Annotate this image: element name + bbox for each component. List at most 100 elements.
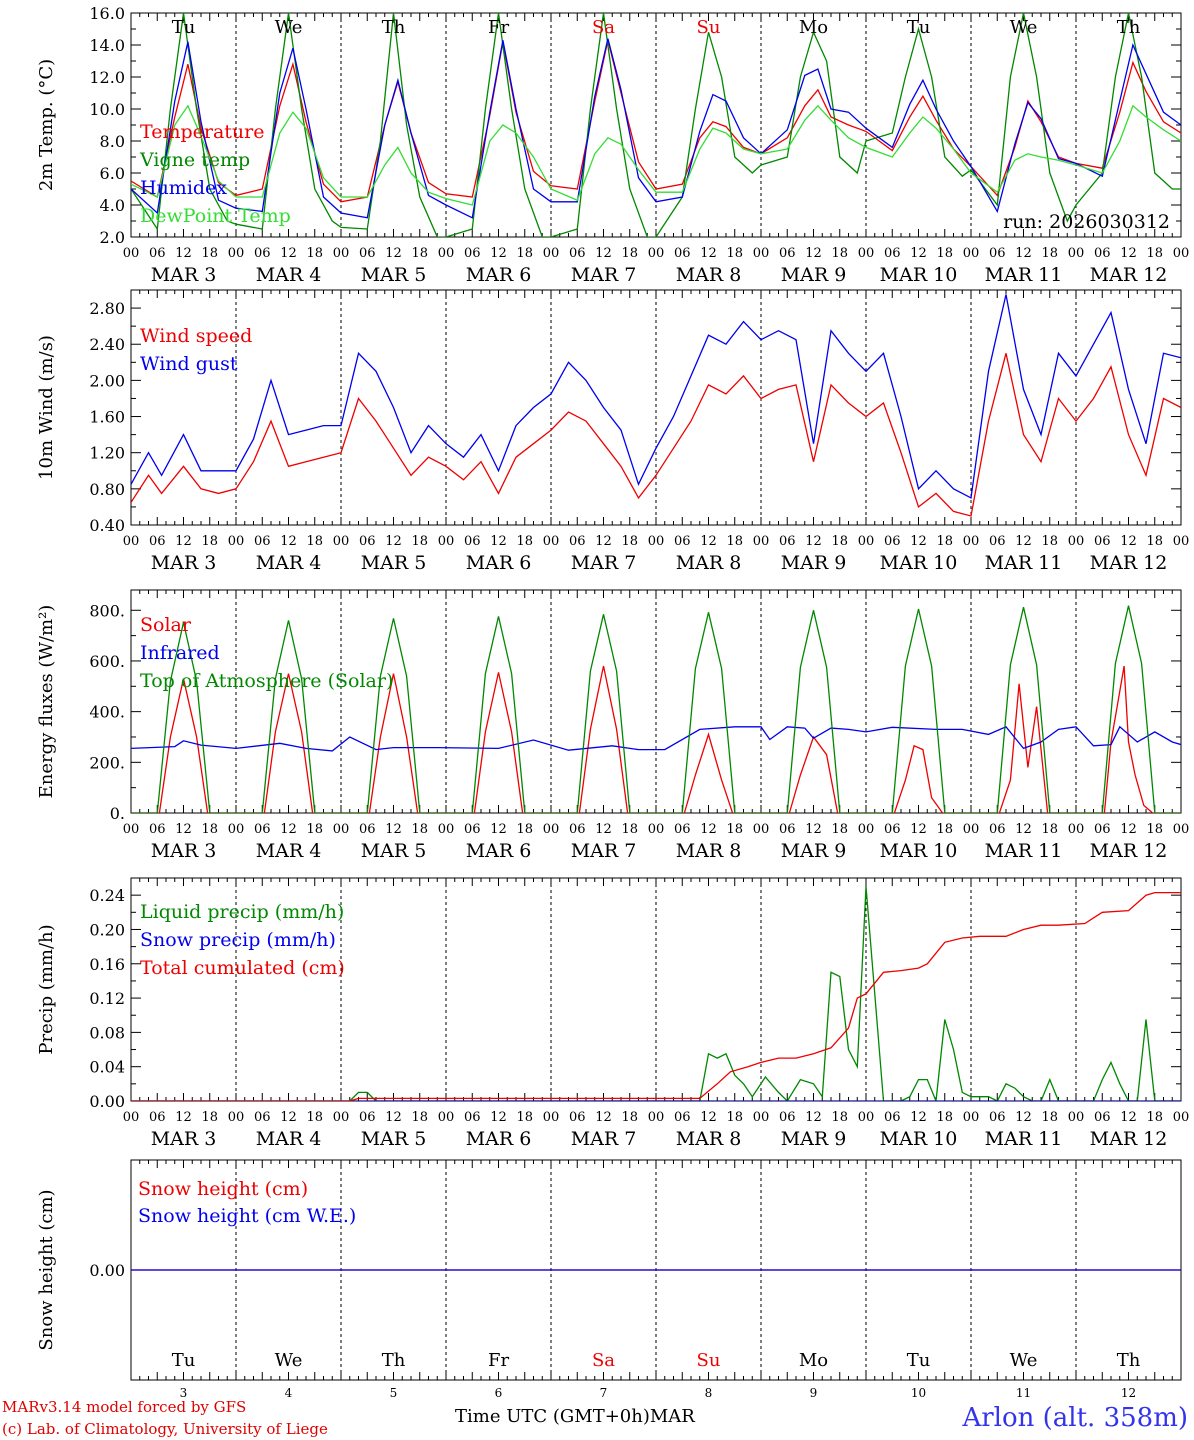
day-abbr: Fr <box>488 1350 509 1371</box>
y-tick-label: 1.20 <box>89 444 125 463</box>
hour-label: 12 <box>175 246 192 261</box>
hour-label: 18 <box>726 1110 743 1125</box>
day-abbr: We <box>275 1350 303 1371</box>
hour-label: 00 <box>438 534 455 549</box>
hour-label: 18 <box>516 1110 533 1125</box>
y-tick-label: 0.00 <box>89 1261 125 1280</box>
hour-label: 12 <box>385 822 402 837</box>
day-number: 7 <box>600 1386 608 1400</box>
date-label: MAR 4 <box>256 1128 322 1150</box>
panel-frame <box>130 12 1182 238</box>
date-label: MAR 3 <box>151 1128 217 1150</box>
y-axis-title: Energy fluxes (W/m²) <box>36 605 57 799</box>
hour-label: 12 <box>490 246 507 261</box>
date-label: MAR 9 <box>781 552 847 574</box>
date-label: MAR 9 <box>781 264 847 286</box>
hour-label: 06 <box>149 534 166 549</box>
hour-label: 12 <box>175 1110 192 1125</box>
hour-label: 12 <box>490 822 507 837</box>
hour-label: 06 <box>989 1110 1006 1125</box>
hour-label: 00 <box>648 246 665 261</box>
hour-label: 06 <box>254 822 271 837</box>
day-number: 3 <box>180 1386 188 1400</box>
day-abbr: Sa <box>592 1350 615 1371</box>
hour-label: 00 <box>858 1110 875 1125</box>
date-label: MAR 8 <box>676 1128 742 1150</box>
hour-label: 18 <box>1146 822 1163 837</box>
hour-label: 18 <box>1041 822 1058 837</box>
hour-label: 12 <box>280 822 297 837</box>
hour-label: 06 <box>149 822 166 837</box>
series-line-infrared <box>131 725 1181 752</box>
hour-label: 06 <box>359 534 376 549</box>
y-tick-label: 0.16 <box>89 955 125 974</box>
day-abbr: Mo <box>799 17 828 38</box>
hour-label: 12 <box>280 246 297 261</box>
hour-label: 00 <box>1068 1110 1085 1125</box>
hour-label: 06 <box>149 1110 166 1125</box>
date-label: MAR 4 <box>256 264 322 286</box>
hour-label: 00 <box>1068 822 1085 837</box>
hour-label: 18 <box>1146 246 1163 261</box>
date-label: MAR 10 <box>880 840 958 862</box>
hour-label: 12 <box>1015 534 1032 549</box>
day-abbr: Su <box>697 1350 721 1371</box>
y-tick-label: 14.0 <box>89 36 125 55</box>
hour-label: 00 <box>963 822 980 837</box>
day-number: 9 <box>810 1386 818 1400</box>
y-axis-title: Snow height (cm) <box>36 1189 57 1350</box>
hour-label: 06 <box>674 246 691 261</box>
y-tick-label: 2.00 <box>89 371 125 390</box>
series-line-vigne-temp <box>131 13 1181 237</box>
hour-label: 00 <box>123 822 140 837</box>
hour-label: 12 <box>805 534 822 549</box>
hour-label: 06 <box>1094 534 1111 549</box>
series-line-wind-gust <box>131 294 1181 499</box>
hour-label: 12 <box>595 534 612 549</box>
hour-label: 18 <box>1041 534 1058 549</box>
hour-label: 18 <box>306 534 323 549</box>
y-tick-label: 0.20 <box>89 920 125 939</box>
hour-label: 00 <box>543 822 560 837</box>
run-label: run: 2026030312 <box>1003 211 1170 233</box>
hour-label: 06 <box>254 1110 271 1125</box>
hour-label: 00 <box>963 534 980 549</box>
model-credit: MARv3.14 model forced by GFS <box>2 1398 247 1416</box>
hour-label: 00 <box>543 1110 560 1125</box>
date-label: MAR 6 <box>466 264 532 286</box>
panel-3: 0. 200. 400. 600. 800. Energy fluxes (W/m²) So… <box>36 589 1189 862</box>
legend-entry: Humidex <box>140 177 227 199</box>
hour-label: 06 <box>1094 822 1111 837</box>
date-label: MAR 11 <box>985 1128 1063 1150</box>
hour-label: 18 <box>726 822 743 837</box>
day-abbr: Th <box>382 1350 406 1371</box>
hour-label: 12 <box>700 822 717 837</box>
y-tick-label: 0.00 <box>89 1092 125 1111</box>
hour-label: 00 <box>1173 246 1190 261</box>
day-abbr: Fr <box>488 17 509 38</box>
hour-label: 00 <box>1068 534 1085 549</box>
y-tick-label: 10.0 <box>89 100 125 119</box>
hour-label: 18 <box>936 534 953 549</box>
hour-label: 06 <box>989 246 1006 261</box>
hour-label: 06 <box>464 246 481 261</box>
series-line-liquid-precip-mm-h <box>131 886 1181 1101</box>
hour-label: 12 <box>175 822 192 837</box>
hour-label: 18 <box>411 1110 428 1125</box>
date-label: MAR 7 <box>571 264 637 286</box>
legend-entry: Wind gust <box>140 353 238 375</box>
date-label: MAR 5 <box>361 840 427 862</box>
hour-label: 18 <box>1146 1110 1163 1125</box>
hour-label: 18 <box>201 1110 218 1125</box>
date-label: MAR 10 <box>880 264 958 286</box>
day-number: 11 <box>1016 1386 1031 1400</box>
hour-label: 00 <box>438 822 455 837</box>
hour-label: 18 <box>1041 246 1058 261</box>
hour-label: 00 <box>753 822 770 837</box>
date-label: MAR 3 <box>151 840 217 862</box>
y-tick-label: 400. <box>89 703 125 722</box>
hour-label: 00 <box>1068 246 1085 261</box>
hour-label: 06 <box>359 1110 376 1125</box>
series-line-top-of-atmosphere-solar <box>131 605 1181 813</box>
